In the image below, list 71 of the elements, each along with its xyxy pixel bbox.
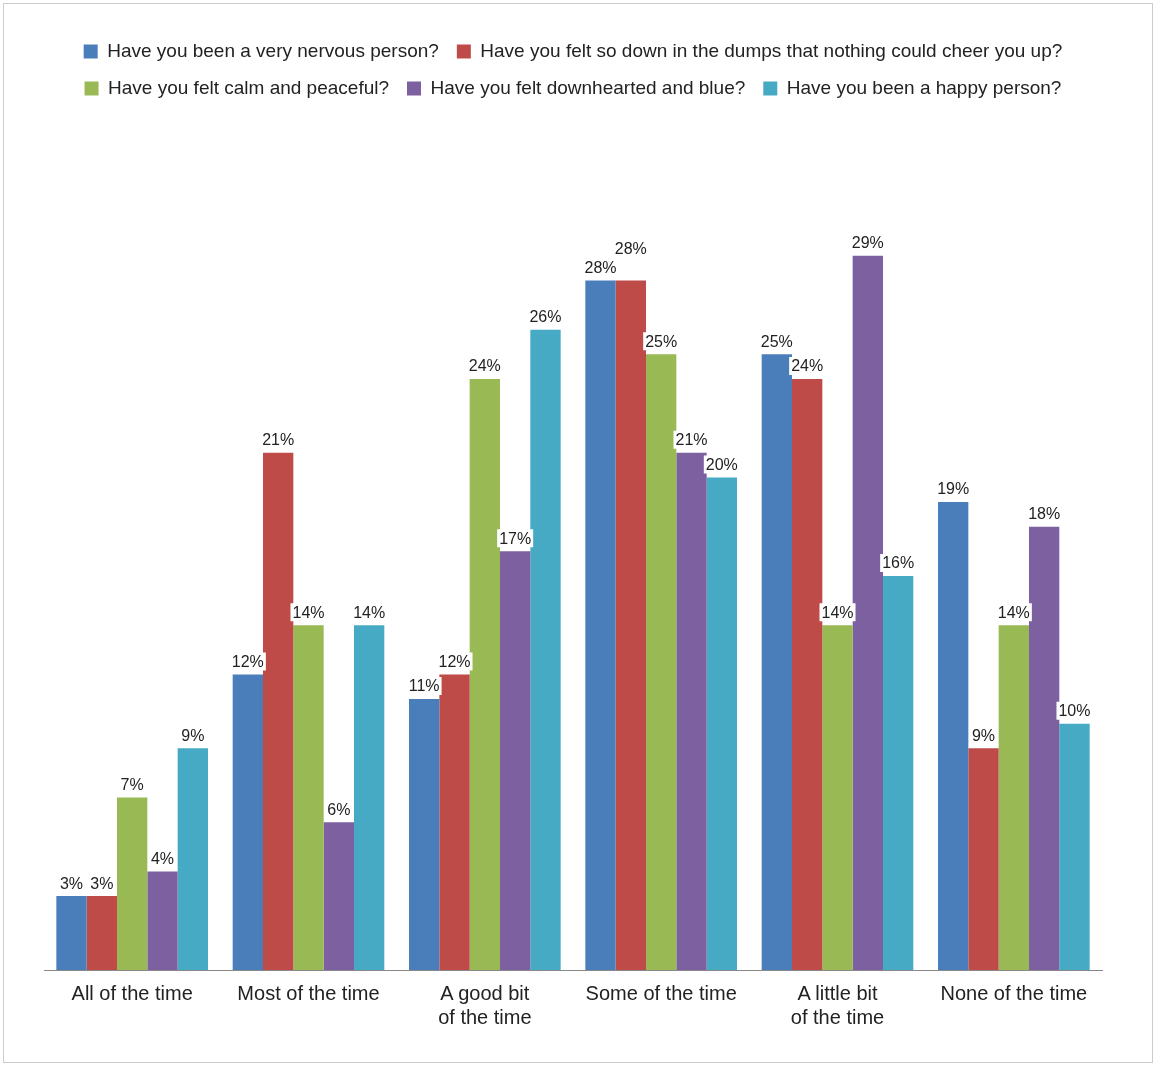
bar xyxy=(117,797,148,970)
bar xyxy=(676,452,707,970)
bar xyxy=(761,354,793,970)
x-tick-label: Some of the time xyxy=(585,981,737,1004)
bar xyxy=(86,896,117,970)
bar xyxy=(293,625,324,970)
data-label: 12% xyxy=(438,652,471,670)
data-label: 9% xyxy=(971,726,996,744)
bar xyxy=(882,575,914,970)
data-label: 29% xyxy=(851,234,884,252)
data-label: 18% xyxy=(1028,505,1061,523)
x-tick-label: Most of the time xyxy=(237,981,380,1004)
bar xyxy=(998,625,1029,970)
legend-label: Have you felt so down in the dumps that nothing could cheer you up? xyxy=(480,39,1063,61)
bar xyxy=(469,378,500,970)
x-tick-label: None of the time xyxy=(940,981,1088,1004)
data-label: 14% xyxy=(821,603,854,621)
data-label: 7% xyxy=(120,776,144,794)
data-label: 28% xyxy=(614,239,647,257)
bar xyxy=(968,748,999,970)
bar xyxy=(56,896,87,970)
bar xyxy=(530,329,561,970)
x-tick-label: A little bit of the time xyxy=(790,981,885,1028)
bar xyxy=(409,699,440,970)
bar xyxy=(1059,723,1090,970)
data-label: 24% xyxy=(468,357,501,375)
legend-label: Have you felt calm and peaceful? xyxy=(108,76,390,98)
data-label: 4% xyxy=(150,849,175,867)
data-label: 21% xyxy=(675,431,708,449)
data-label: 17% xyxy=(499,529,532,547)
data-label: 25% xyxy=(760,332,793,350)
legend-label: Have you felt downhearted and blue? xyxy=(430,76,746,98)
bar xyxy=(585,280,616,970)
bar xyxy=(323,822,354,970)
bar xyxy=(353,625,385,970)
bar xyxy=(177,748,208,970)
bar xyxy=(706,477,737,970)
data-label: 25% xyxy=(645,332,678,350)
legend-label: Have you been a very nervous person? xyxy=(107,39,439,61)
bar xyxy=(263,452,294,970)
data-label: 3% xyxy=(90,874,114,892)
legend-label: Have you been a happy person? xyxy=(786,76,1062,98)
bar xyxy=(822,625,853,970)
x-tick-label: A good bit of the time xyxy=(438,981,532,1028)
bar xyxy=(615,280,646,970)
data-label: 20% xyxy=(705,455,738,473)
data-label: 14% xyxy=(353,603,386,621)
data-label: 12% xyxy=(231,652,264,670)
bar xyxy=(232,674,264,970)
bar xyxy=(852,255,883,970)
data-label: 28% xyxy=(584,258,617,276)
bar xyxy=(500,551,531,970)
data-label: 6% xyxy=(327,800,351,818)
bar xyxy=(938,502,969,970)
data-label: 9% xyxy=(181,726,205,744)
data-label: 26% xyxy=(529,308,562,326)
data-label: 10% xyxy=(1058,702,1091,720)
bar xyxy=(1029,526,1060,970)
bar xyxy=(792,378,823,970)
data-label: 21% xyxy=(262,431,295,449)
data-label: 14% xyxy=(292,603,325,621)
x-tick-label: All of the time xyxy=(71,981,193,1004)
data-label: 24% xyxy=(791,357,824,375)
bar xyxy=(147,871,178,970)
bar xyxy=(439,674,470,970)
bar xyxy=(646,354,677,970)
data-label: 3% xyxy=(59,874,84,892)
data-label: 14% xyxy=(997,603,1030,621)
data-label: 19% xyxy=(937,480,970,498)
data-label: 11% xyxy=(408,677,440,695)
data-label: 16% xyxy=(882,554,915,572)
